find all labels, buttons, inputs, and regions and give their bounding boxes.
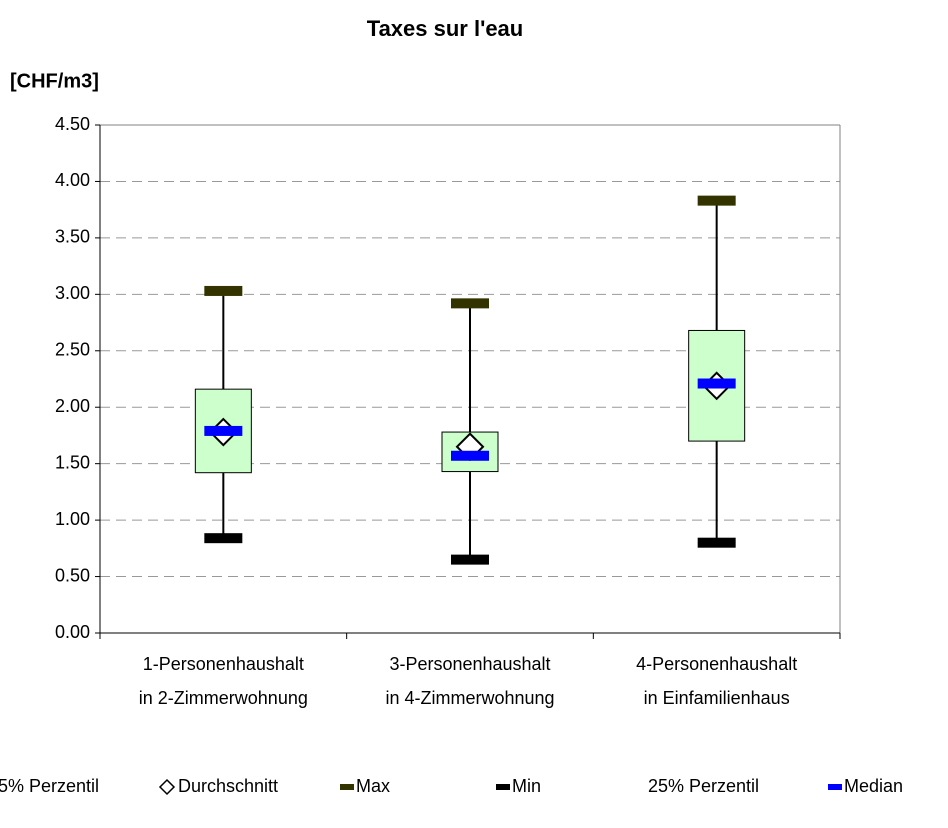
x-tick-label: in 2-Zimmerwohnung bbox=[139, 688, 308, 708]
legend-marker bbox=[340, 784, 354, 790]
bar-marker bbox=[697, 195, 736, 206]
x-tick-label: 4-Personenhaushalt bbox=[636, 654, 797, 674]
legend-label: 75% Perzentil bbox=[0, 776, 99, 796]
bar-marker bbox=[451, 554, 489, 565]
y-tick-label: 1.50 bbox=[55, 452, 90, 472]
legend-marker bbox=[158, 778, 176, 796]
y-tick-label: 4.50 bbox=[55, 114, 90, 134]
x-tick-label: in Einfamilienhaus bbox=[644, 688, 790, 708]
bar-marker bbox=[204, 425, 243, 436]
bar-marker bbox=[451, 450, 489, 461]
x-tick-label: in 4-Zimmerwohnung bbox=[385, 688, 554, 708]
legend-label: Median bbox=[844, 776, 903, 796]
y-tick-label: 3.50 bbox=[55, 227, 90, 247]
legend-marker bbox=[828, 784, 842, 790]
legend-label: Max bbox=[356, 776, 390, 796]
y-tick-label: 0.50 bbox=[55, 565, 90, 585]
x-tick-label: 3-Personenhaushalt bbox=[389, 654, 550, 674]
legend-label: Durchschnitt bbox=[178, 776, 278, 796]
bar-marker bbox=[697, 537, 736, 548]
bar-marker bbox=[204, 533, 243, 544]
chart-title: Taxes sur l'eau bbox=[367, 16, 523, 41]
y-tick-label: 2.00 bbox=[55, 396, 90, 416]
legend-label: 25% Perzentil bbox=[648, 776, 759, 796]
y-tick-label: 1.00 bbox=[55, 509, 90, 529]
y-axis-label: [CHF/m3] bbox=[10, 70, 99, 92]
bar-marker bbox=[697, 378, 736, 389]
y-tick-label: 0.00 bbox=[55, 622, 90, 642]
y-tick-label: 4.00 bbox=[55, 170, 90, 190]
y-tick-label: 3.00 bbox=[55, 283, 90, 303]
legend-label: Min bbox=[512, 776, 541, 796]
legend-marker bbox=[496, 784, 510, 790]
x-tick-label: 1-Personenhaushalt bbox=[143, 654, 304, 674]
bar-marker bbox=[451, 298, 489, 309]
y-tick-label: 2.50 bbox=[55, 340, 90, 360]
bar-marker bbox=[204, 285, 243, 296]
